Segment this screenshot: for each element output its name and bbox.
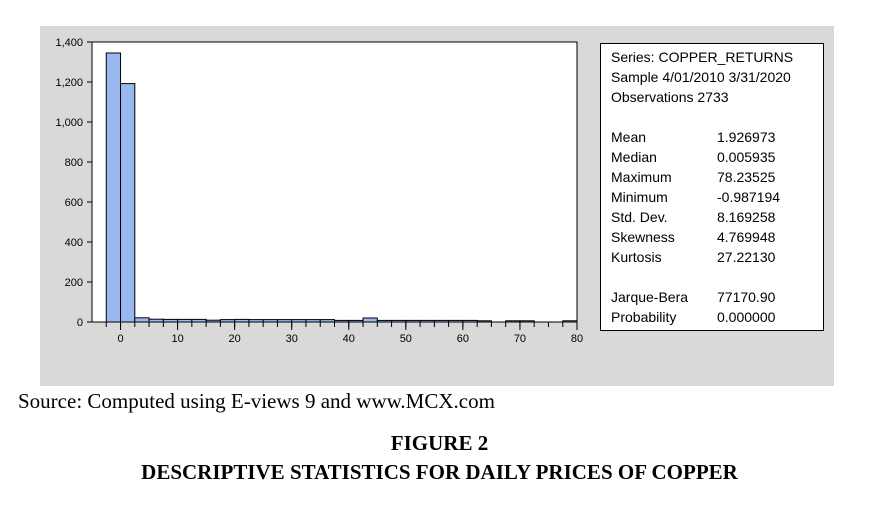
stat-value: 4.769948 (717, 229, 776, 245)
statistics-box: Series: COPPER_RETURNS Sample 4/01/2010 … (600, 43, 824, 331)
y-tick-label: 200 (65, 277, 83, 289)
stat-row-std-dev: Std. Dev. 8.169258 (611, 207, 823, 227)
y-tick-label: 600 (65, 197, 83, 209)
stat-label: Median (611, 149, 657, 165)
y-tick-label: 0 (77, 317, 83, 329)
stat-row-median: Median 0.005935 (611, 147, 823, 167)
chart-panel: 0 200 400 600 800 1,000 1,200 1,400 0 10 20 30 40 50 6… (40, 26, 834, 386)
x-tick-label: 70 (514, 333, 526, 345)
histogram-bar (105, 52, 122, 323)
stat-value: 77170.90 (717, 289, 776, 305)
stat-label: Mean (611, 129, 647, 145)
series-name: Series: COPPER_RETURNS (611, 49, 794, 65)
stat-label: Probability (611, 309, 677, 325)
plot-area (91, 41, 578, 323)
stat-row-kurtosis: Kurtosis 27.22130 (611, 247, 823, 267)
x-tick-label: 60 (457, 333, 469, 345)
stat-row-skewness: Skewness 4.769948 (611, 227, 823, 247)
stat-value: 78.23525 (717, 169, 776, 185)
stat-label: Jarque-Bera (611, 289, 689, 305)
histogram-bar (362, 317, 378, 323)
stat-row-maximum: Maximum 78.23525 (611, 167, 823, 187)
histogram-bar (120, 83, 136, 323)
y-tick-label: 1,000 (55, 117, 83, 129)
x-tick-label: 0 (117, 333, 123, 345)
y-tick-label: 1,400 (55, 37, 83, 49)
stat-row-mean: Mean 1.926973 (611, 127, 823, 147)
y-tick-label: 1,200 (55, 77, 83, 89)
histogram-chart: 0 200 400 600 800 1,000 1,200 1,400 0 10 20 30 40 50 6… (55, 37, 583, 345)
stat-value: 0.000000 (717, 309, 776, 325)
x-tick-label: 80 (571, 333, 583, 345)
stat-label: Skewness (611, 229, 675, 245)
stat-value: 27.22130 (717, 249, 776, 265)
y-tick-label: 800 (65, 157, 83, 169)
x-tick-label: 10 (171, 333, 183, 345)
stat-value: -0.987194 (717, 189, 781, 205)
stat-row-jarque-bera: Jarque-Bera 77170.90 (611, 287, 823, 307)
figure-title: FIGURE 2 (390, 431, 489, 455)
stat-value: 8.169258 (717, 209, 776, 225)
x-tick-label: 30 (286, 333, 298, 345)
figure-subtitle: DESCRIPTIVE STATISTICS FOR DAILY PRICES … (141, 460, 738, 484)
stat-label: Std. Dev. (611, 209, 668, 225)
histogram-bar (134, 317, 150, 323)
x-tick-label: 50 (400, 333, 412, 345)
stat-row-minimum: Minimum -0.987194 (611, 187, 823, 207)
y-tick-label: 400 (65, 237, 83, 249)
x-tick-label: 40 (343, 333, 355, 345)
stat-label: Maximum (611, 169, 672, 185)
x-tick-label: 20 (229, 333, 241, 345)
sample-range: Sample 4/01/2010 3/31/2020 (611, 69, 791, 85)
stat-value: 0.005935 (717, 149, 776, 165)
source-caption: Source: Computed using E-views 9 and www… (18, 389, 495, 413)
stat-value: 1.926973 (717, 129, 776, 145)
stat-label: Minimum (611, 189, 668, 205)
observations-count: Observations 2733 (611, 89, 729, 105)
stat-row-probability: Probability 0.000000 (611, 307, 823, 327)
stat-label: Kurtosis (611, 249, 662, 265)
